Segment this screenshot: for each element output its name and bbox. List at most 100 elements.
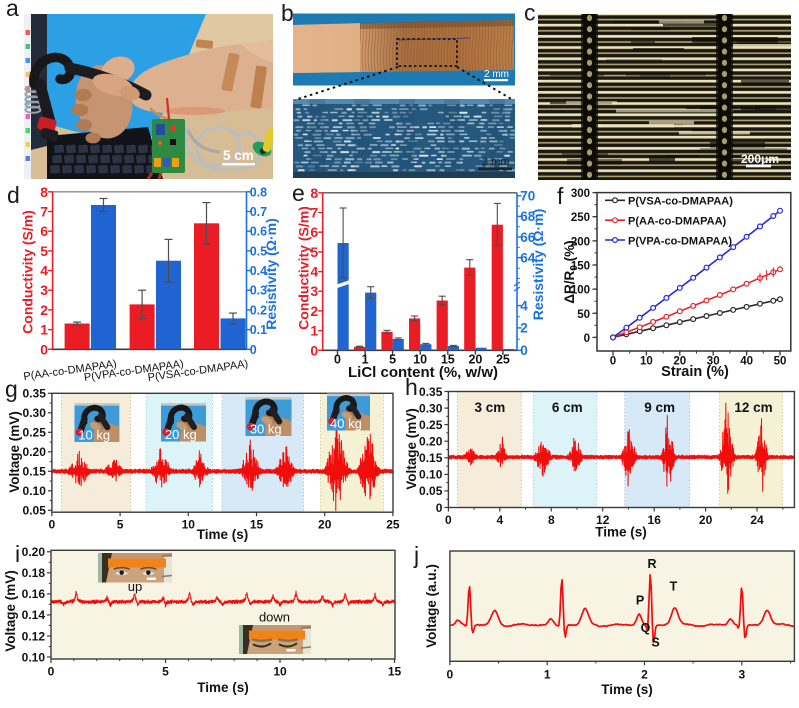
svg-text:50: 50 [774,356,787,368]
svg-text:64: 64 [520,250,536,265]
svg-text:7: 7 [40,204,48,220]
svg-text:50: 50 [577,309,590,321]
svg-text:a: a [6,0,19,21]
svg-text:5: 5 [162,665,169,679]
svg-text:6: 6 [40,223,48,239]
svg-text:250: 250 [571,212,590,224]
svg-text:70: 70 [520,189,535,204]
svg-text:Resistivity (Ω·m): Resistivity (Ω·m) [263,218,279,330]
svg-text:0.05: 0.05 [23,504,47,518]
svg-text:Time (s): Time (s) [595,525,647,540]
svg-text:0.35: 0.35 [419,385,443,399]
svg-text:e: e [292,180,305,206]
svg-text:12: 12 [596,513,610,527]
svg-text:200: 200 [571,236,590,248]
svg-text:5 cm: 5 cm [223,148,254,163]
svg-text:Time (s): Time (s) [601,682,653,697]
svg-text:3: 3 [738,667,745,681]
svg-text:0.2: 0.2 [250,303,267,317]
svg-text:0: 0 [445,513,452,527]
svg-text:Time (s): Time (s) [197,680,249,695]
svg-text:0.10: 0.10 [22,650,46,664]
svg-text:Voltage (mV): Voltage (mV) [404,408,419,490]
svg-text:0.18: 0.18 [22,566,46,580]
svg-text:j: j [413,542,419,568]
svg-text:25: 25 [386,518,400,532]
svg-text:6: 6 [310,224,318,240]
svg-text:24: 24 [750,513,764,527]
svg-text:20: 20 [699,513,713,527]
svg-text:LiCl content (%, w/w): LiCl content (%, w/w) [348,364,498,381]
svg-text:5: 5 [117,518,124,532]
svg-text:0: 0 [447,667,454,681]
svg-text:Time (s): Time (s) [197,527,249,542]
svg-text:0: 0 [310,342,318,358]
svg-text:10: 10 [182,518,196,532]
svg-text:4: 4 [496,513,503,527]
svg-text:g: g [5,376,18,402]
svg-text:0: 0 [40,341,48,357]
svg-text:20: 20 [318,518,332,532]
svg-text:f: f [557,183,564,209]
svg-text:300: 300 [571,188,590,200]
svg-text:30: 30 [707,356,720,368]
svg-text:P(VPA-co-DMAPAA): P(VPA-co-DMAPAA) [628,235,732,247]
svg-text:15: 15 [250,518,264,532]
svg-text:Conductivity (S/m): Conductivity (S/m) [20,210,36,334]
svg-text:1: 1 [362,353,369,367]
svg-text:5: 5 [40,243,48,259]
svg-text:0.25: 0.25 [23,426,47,440]
svg-text:2: 2 [641,667,648,681]
svg-text:R: R [647,557,656,571]
svg-text:0.16: 0.16 [22,587,46,601]
svg-text:2 mm: 2 mm [482,156,510,168]
svg-text:8: 8 [40,184,48,200]
svg-text:0: 0 [48,665,55,679]
svg-text:2: 2 [310,303,318,319]
svg-text:0.8: 0.8 [250,185,267,199]
svg-text:0.12: 0.12 [22,629,46,643]
svg-text:0.4: 0.4 [250,264,267,278]
svg-text:0.1: 0.1 [250,323,267,337]
svg-text:2: 2 [520,321,528,336]
svg-text:0.10: 0.10 [419,468,443,482]
svg-text:0: 0 [334,353,341,367]
svg-text:d: d [7,182,20,208]
svg-text:3 cm: 3 cm [475,400,506,415]
svg-text:4: 4 [310,264,318,280]
svg-text:4: 4 [40,263,48,279]
svg-text:Voltage (a.u.): Voltage (a.u.) [424,564,439,648]
svg-text:100: 100 [571,285,590,297]
svg-text:3: 3 [40,282,48,298]
svg-text:h: h [405,374,418,400]
svg-text:0.15: 0.15 [23,465,47,479]
svg-text:0.7: 0.7 [250,205,267,219]
svg-text:20: 20 [468,353,482,367]
svg-text:Voltage (mV): Voltage (mV) [7,411,22,493]
svg-text:20 kg: 20 kg [165,427,197,442]
svg-text:10: 10 [273,665,287,679]
svg-text:25: 25 [496,353,510,367]
svg-text:0: 0 [584,333,590,345]
svg-text:P(VSA-co-DMAPAA): P(VSA-co-DMAPAA) [628,196,733,208]
svg-text:Resistivity (Ω·m): Resistivity (Ω·m) [530,209,546,321]
svg-text:66: 66 [520,230,536,245]
svg-text:4: 4 [520,298,528,313]
svg-text:1: 1 [40,322,48,338]
svg-text:ΔR/R0 (%): ΔR/R0 (%) [562,240,580,303]
svg-text:1: 1 [544,667,551,681]
svg-text:10: 10 [413,353,427,367]
svg-text:i: i [15,541,20,567]
svg-text:0.5: 0.5 [250,244,267,258]
svg-text:c: c [524,0,536,26]
svg-text:0.30: 0.30 [419,401,443,415]
svg-text:5: 5 [310,244,318,260]
svg-text:0.14: 0.14 [22,608,46,622]
svg-text:0.20: 0.20 [23,445,47,459]
svg-text:20: 20 [673,356,686,368]
svg-text:T: T [670,580,678,594]
svg-text:Strain (%): Strain (%) [661,364,729,380]
svg-text:up: up [128,579,142,594]
svg-text:200μm: 200μm [741,152,779,166]
svg-text:b: b [281,0,294,26]
